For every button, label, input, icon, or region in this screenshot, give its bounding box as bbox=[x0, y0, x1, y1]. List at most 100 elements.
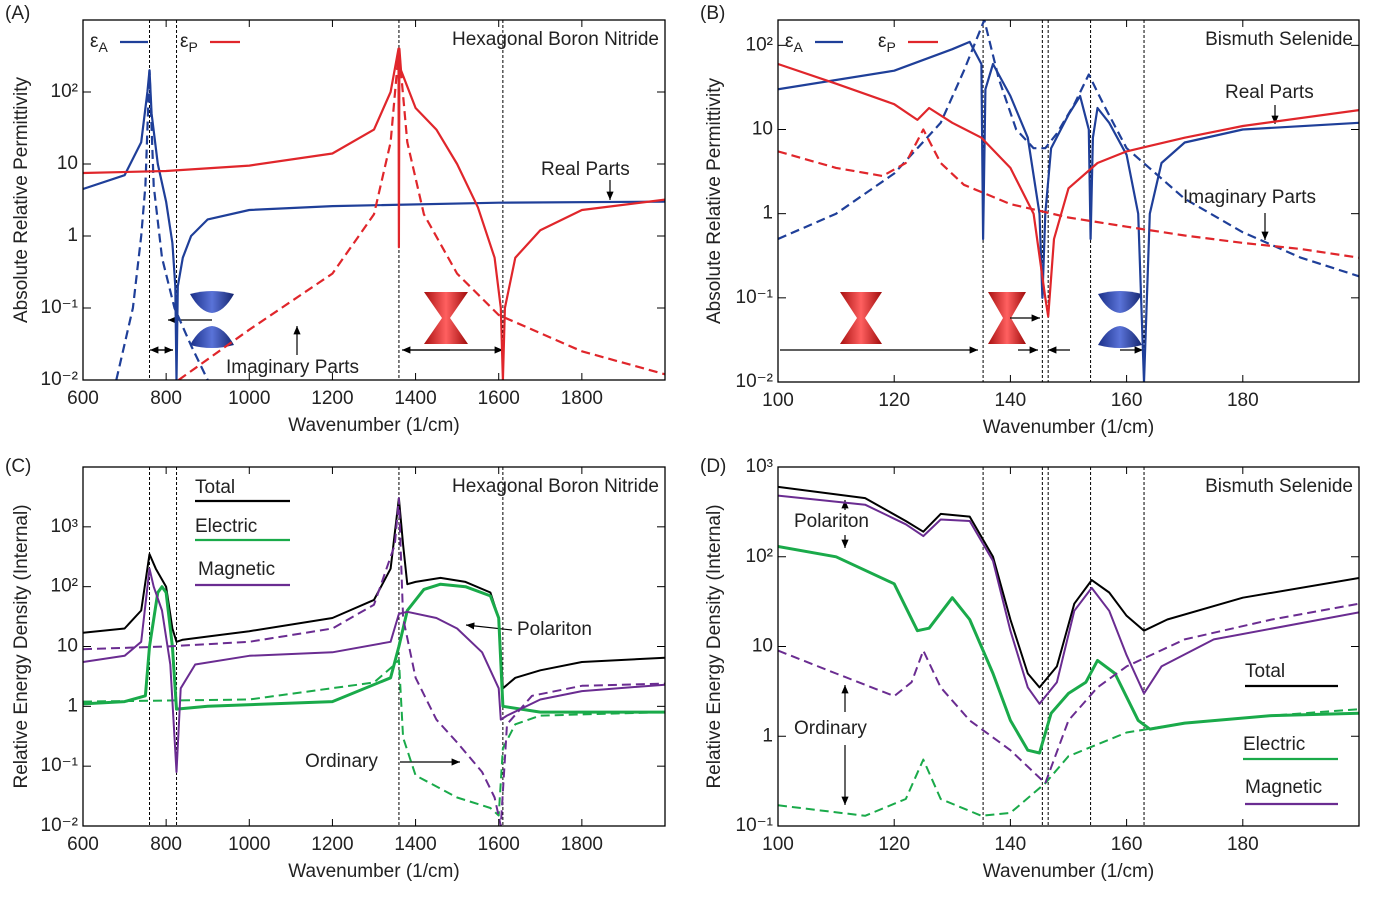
y-tick-label: 10 bbox=[57, 636, 78, 657]
annotation: Polariton bbox=[517, 619, 592, 640]
y-tick-label: 10⁻¹ bbox=[736, 287, 774, 308]
x-tick-label: 1600 bbox=[478, 388, 520, 409]
y-tick-label: 10³ bbox=[746, 456, 773, 477]
panel-label: (B) bbox=[700, 3, 725, 24]
x-tick-label: 180 bbox=[1227, 390, 1259, 411]
plot-frame bbox=[82, 19, 666, 381]
curve bbox=[778, 494, 1359, 705]
x-axis-label: Wavenumber (1/cm) bbox=[983, 861, 1154, 882]
x-tick-label: 1800 bbox=[561, 388, 603, 409]
panel-title: Bismuth Selenide bbox=[1205, 29, 1353, 50]
x-tick-label: 1400 bbox=[394, 388, 436, 409]
x-tick-label: 140 bbox=[995, 834, 1027, 855]
x-tick-label: 800 bbox=[150, 388, 182, 409]
curve bbox=[778, 545, 1359, 755]
x-tick-label: 100 bbox=[762, 390, 794, 411]
x-tick-label: 100 bbox=[762, 834, 794, 855]
arrows bbox=[150, 105, 1279, 805]
annotation: Imaginary Parts bbox=[226, 357, 359, 378]
y-tick-label: 1 bbox=[762, 725, 773, 746]
x-axis-label: Wavenumber (1/cm) bbox=[288, 415, 459, 436]
y-tick-label: 10² bbox=[51, 81, 78, 102]
annotation: Ordinary bbox=[305, 751, 378, 772]
x-tick-label: 800 bbox=[150, 834, 182, 855]
curve bbox=[83, 582, 665, 714]
y-tick-label: 10 bbox=[57, 153, 78, 174]
legend-label: Total bbox=[195, 477, 235, 498]
curve bbox=[83, 497, 665, 826]
curve bbox=[115, 69, 209, 380]
x-tick-label: 120 bbox=[878, 390, 910, 411]
panel-label: (A) bbox=[5, 3, 30, 24]
curve bbox=[778, 485, 1359, 689]
x-tick-label: 1800 bbox=[561, 834, 603, 855]
legend-label: Electric bbox=[1243, 734, 1305, 755]
x-tick-label: 120 bbox=[878, 834, 910, 855]
plot-lines bbox=[83, 47, 665, 380]
y-tick-label: 1 bbox=[67, 695, 78, 716]
curve bbox=[778, 20, 1359, 278]
curve bbox=[83, 69, 665, 380]
curve bbox=[778, 128, 1359, 259]
x-axis-label: Wavenumber (1/cm) bbox=[983, 417, 1154, 438]
y-axis-label: Relative Energy Density (Internal) bbox=[704, 504, 725, 788]
y-axis-label: Relative Energy Density (Internal) bbox=[11, 504, 32, 788]
curve bbox=[778, 602, 1359, 785]
plot-lines bbox=[83, 497, 665, 826]
plot-lines bbox=[778, 20, 1359, 382]
x-tick-label: 600 bbox=[67, 834, 99, 855]
plot-lines bbox=[778, 485, 1359, 817]
y-tick-label: 10² bbox=[746, 546, 773, 567]
y-tick-label: 1 bbox=[67, 225, 78, 246]
curve bbox=[83, 567, 665, 773]
annotation: Ordinary bbox=[794, 718, 867, 739]
x-tick-label: 1400 bbox=[394, 834, 436, 855]
x-tick-label: 140 bbox=[995, 390, 1027, 411]
y-tick-label: 10⁻¹ bbox=[41, 297, 79, 318]
panel-label: (D) bbox=[700, 456, 726, 477]
y-tick-label: 10 bbox=[752, 636, 773, 657]
x-tick-label: 180 bbox=[1227, 834, 1259, 855]
legend-label: Magnetic bbox=[198, 559, 275, 580]
annotation: Imaginary Parts bbox=[1183, 187, 1316, 208]
annotation: Real Parts bbox=[541, 159, 630, 180]
annotation: Real Parts bbox=[1225, 82, 1314, 103]
plot-frame bbox=[777, 19, 1360, 383]
x-tick-label: 1000 bbox=[228, 834, 270, 855]
legend-label: Magnetic bbox=[1245, 777, 1322, 798]
x-tick-label: 1000 bbox=[228, 388, 270, 409]
curve bbox=[778, 708, 1359, 817]
x-tick-label: 1600 bbox=[478, 834, 520, 855]
y-tick-label: 10³ bbox=[51, 516, 78, 537]
legend-label: Total bbox=[1245, 661, 1285, 682]
y-axis-label: Absolute Relative Permittivity bbox=[11, 76, 32, 323]
x-tick-label: 160 bbox=[1111, 834, 1143, 855]
y-tick-label: 10² bbox=[746, 34, 773, 55]
y-axis-label: Absolute Relative Permittivity bbox=[704, 77, 725, 324]
x-axis-label: Wavenumber (1/cm) bbox=[288, 861, 459, 882]
legend-label: εA bbox=[90, 31, 108, 55]
panel-title: Hexagonal Boron Nitride bbox=[452, 476, 659, 497]
y-tick-label: 10 bbox=[752, 119, 773, 140]
x-tick-label: 160 bbox=[1111, 390, 1143, 411]
x-tick-label: 1200 bbox=[311, 834, 353, 855]
x-tick-label: 1200 bbox=[311, 388, 353, 409]
panel-title: Hexagonal Boron Nitride bbox=[452, 29, 659, 50]
curve bbox=[778, 62, 1359, 318]
legend-label: Electric bbox=[195, 516, 257, 537]
curve bbox=[177, 47, 665, 380]
y-tick-label: 10⁻² bbox=[41, 369, 79, 390]
y-tick-label: 1 bbox=[762, 203, 773, 224]
panel-label: (C) bbox=[5, 456, 31, 477]
legend-label: εA bbox=[785, 31, 803, 55]
panel-title: Bismuth Selenide bbox=[1205, 476, 1353, 497]
y-tick-label: 10⁻² bbox=[41, 815, 79, 836]
y-tick-label: 10⁻¹ bbox=[41, 755, 79, 776]
y-tick-label: 10⁻¹ bbox=[736, 815, 774, 836]
icons bbox=[190, 291, 1142, 348]
legend-label: εP bbox=[180, 31, 198, 55]
curve bbox=[83, 658, 665, 817]
y-tick-label: 10⁻² bbox=[736, 371, 774, 392]
curve bbox=[83, 47, 665, 380]
